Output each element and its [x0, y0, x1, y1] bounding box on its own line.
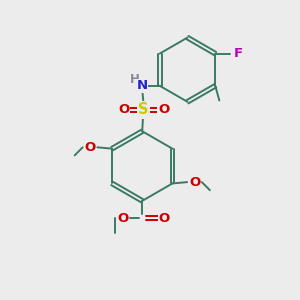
- Text: O: O: [84, 141, 95, 154]
- Text: N: N: [137, 79, 148, 92]
- Text: O: O: [159, 212, 170, 225]
- Text: O: O: [158, 103, 169, 116]
- Text: O: O: [118, 103, 129, 116]
- Text: O: O: [117, 212, 128, 225]
- Text: H: H: [130, 74, 140, 86]
- Text: F: F: [233, 47, 243, 60]
- Text: S: S: [138, 102, 149, 117]
- Text: O: O: [189, 176, 200, 189]
